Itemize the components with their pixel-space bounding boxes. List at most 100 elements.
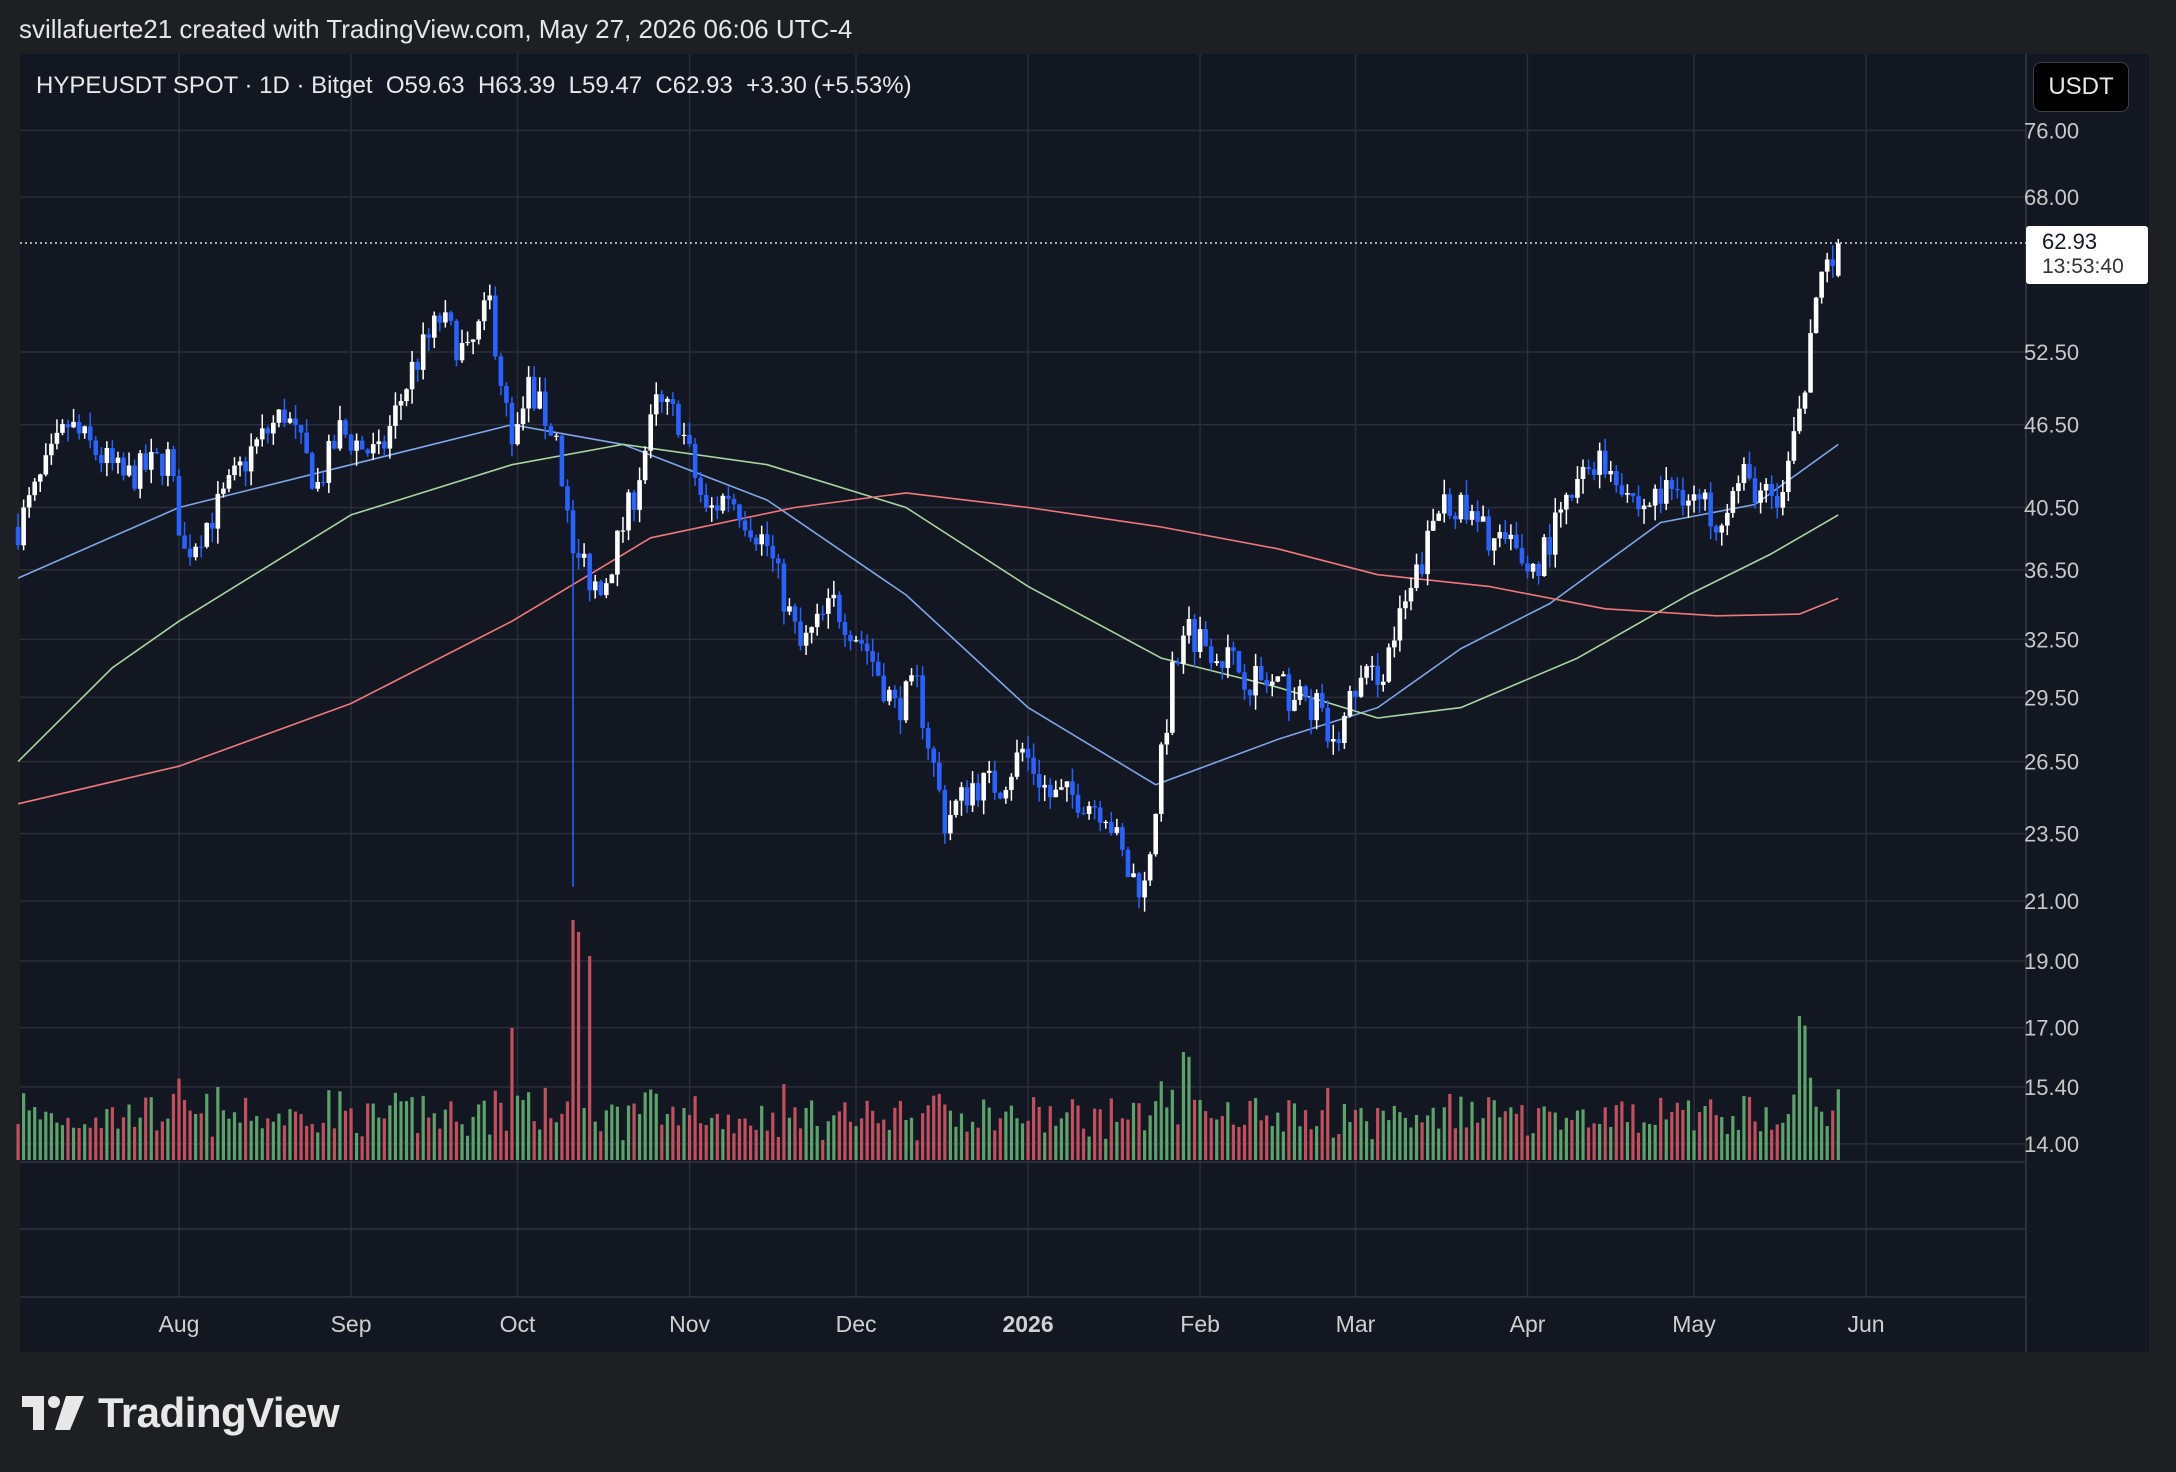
time-axis[interactable]: Aug Sep Oct Nov Dec 2026 Feb Mar Apr May Jun — [159, 1311, 1885, 1337]
volume-bar — [1204, 1111, 1208, 1160]
volume-bar — [599, 1131, 603, 1160]
candle — [1647, 502, 1652, 508]
candle-body — [1536, 563, 1541, 577]
volume-bar — [504, 1130, 509, 1160]
volume-bar — [1481, 1118, 1485, 1160]
volume-bar — [726, 1114, 730, 1160]
currency-button[interactable]: USDT — [2033, 62, 2129, 112]
candle-body — [481, 300, 487, 322]
volume-bar — [538, 1129, 542, 1160]
candle-body — [1242, 672, 1247, 690]
candle — [1036, 759, 1042, 802]
candle — [1219, 660, 1225, 680]
candle — [837, 591, 842, 629]
candle — [1131, 863, 1136, 878]
candle-body — [459, 343, 465, 361]
candle-body — [315, 481, 321, 489]
volume-bar — [144, 1097, 148, 1160]
volume-bar — [1758, 1131, 1763, 1160]
volume-bar — [1720, 1117, 1724, 1160]
candle-body — [1286, 674, 1292, 711]
volume-bar — [932, 1095, 936, 1160]
candle — [1763, 478, 1769, 503]
volume-bar — [615, 1106, 620, 1160]
volume-bar — [133, 1126, 137, 1160]
candle — [431, 311, 437, 349]
volume-bar — [1281, 1131, 1285, 1160]
candle-body — [1752, 478, 1758, 503]
candle-body — [54, 432, 60, 444]
candle-body — [82, 426, 87, 434]
volume-bar — [1181, 1052, 1186, 1160]
volume-bar — [959, 1113, 964, 1160]
volume-bar — [1337, 1134, 1341, 1160]
candle — [1480, 505, 1486, 522]
candle — [1003, 786, 1009, 804]
candle-body — [537, 391, 543, 409]
candle-body — [1469, 511, 1475, 520]
volume-bar — [399, 1101, 403, 1160]
candle-body — [1480, 516, 1486, 522]
volume-bar — [1315, 1126, 1319, 1160]
candle-body — [1369, 665, 1375, 667]
candle-body — [187, 548, 193, 558]
candle — [93, 436, 99, 461]
price-axis[interactable]: 76.00 68.00 52.50 46.50 40.50 36.50 32.50 29.50… — [2024, 118, 2079, 1157]
candle-body — [1791, 431, 1797, 461]
volume-bar — [1048, 1106, 1052, 1160]
candle — [237, 456, 243, 477]
volume-bar — [649, 1089, 653, 1160]
volume-bars — [16, 920, 1840, 1160]
candle — [1369, 655, 1375, 681]
volume-bar — [804, 1107, 808, 1160]
price-tick-label: 15.40 — [2024, 1075, 2079, 1100]
candle — [332, 434, 337, 450]
volume-bar — [1320, 1110, 1324, 1160]
candle — [1602, 438, 1608, 479]
candle-body — [981, 772, 986, 801]
footer-logo[interactable]: TradingView — [22, 1388, 340, 1438]
candle-body — [1719, 525, 1725, 533]
candle — [1824, 252, 1830, 283]
candle-body — [1353, 690, 1358, 697]
candle-body — [1780, 492, 1786, 508]
candle — [287, 412, 293, 424]
candle-body — [1153, 813, 1159, 855]
volume-bar — [1220, 1115, 1224, 1160]
candle-body — [1181, 635, 1186, 664]
candle — [1780, 479, 1786, 516]
volume-bar — [915, 1140, 919, 1160]
candle — [271, 415, 276, 445]
candle — [1808, 319, 1813, 393]
candle-body — [798, 621, 803, 646]
volume-bar — [227, 1118, 231, 1160]
volume-bar — [377, 1117, 381, 1160]
candle — [803, 625, 809, 655]
candle-body — [1281, 674, 1286, 677]
volume-bar — [354, 1132, 359, 1160]
candle — [1741, 457, 1747, 491]
candle — [887, 686, 892, 706]
time-tick-label: Oct — [500, 1311, 536, 1337]
candle-body — [992, 770, 998, 793]
candle — [931, 746, 937, 777]
candle — [1297, 679, 1303, 706]
volume-bar — [243, 1097, 248, 1160]
candle-body — [787, 606, 792, 612]
chart-caption: svillafuerte21 created with TradingView.… — [19, 14, 853, 44]
candle — [1802, 390, 1808, 414]
candle — [970, 771, 975, 812]
candle-body — [936, 762, 942, 791]
candle — [348, 433, 354, 455]
candle — [110, 440, 115, 471]
volume-bar — [460, 1124, 464, 1160]
volume-bar — [909, 1117, 914, 1160]
volume-bar — [748, 1125, 753, 1160]
candle — [681, 422, 687, 445]
candle — [1281, 671, 1286, 677]
candle — [459, 329, 465, 363]
candle — [1469, 504, 1475, 526]
candle — [742, 511, 748, 537]
volume-bar — [393, 1092, 398, 1160]
